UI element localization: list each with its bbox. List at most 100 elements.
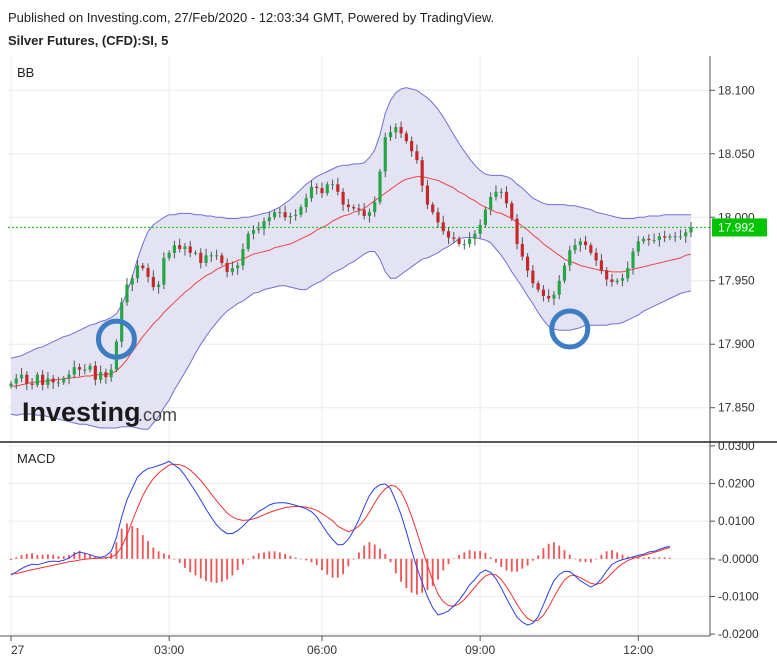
- time-tick-label: 27: [11, 643, 25, 657]
- macd-histogram-bar: [579, 558, 582, 562]
- candle-body: [125, 284, 129, 303]
- macd-histogram-bar: [653, 557, 656, 559]
- candle-body: [367, 212, 372, 216]
- candle-body: [436, 212, 440, 223]
- candle-body: [41, 374, 45, 385]
- candle-body: [562, 265, 567, 281]
- candle-body: [378, 171, 382, 203]
- bollinger-upper-line: [10, 87, 691, 359]
- macd-histogram-bar: [126, 523, 128, 559]
- candle-body: [541, 289, 545, 296]
- macd-histogram-bar: [505, 558, 508, 571]
- candle-body: [473, 233, 477, 239]
- candle-body: [410, 141, 414, 152]
- candle-body: [83, 369, 87, 371]
- macd-histogram-bar: [278, 552, 281, 559]
- candle-body: [209, 255, 213, 257]
- macd-histogram-bar: [215, 558, 218, 583]
- macd-histogram-bar: [363, 545, 366, 559]
- candle-body: [352, 207, 356, 209]
- candle-body: [135, 265, 140, 279]
- macd-histogram-bar: [110, 553, 113, 559]
- macd-histogram-bar: [94, 556, 97, 559]
- macd-histogram-bar: [115, 542, 118, 559]
- macd-line: [10, 460, 671, 626]
- macd-histogram-bar: [83, 552, 86, 559]
- candle-body: [262, 221, 266, 229]
- candle-body: [109, 369, 113, 378]
- candle-body: [568, 250, 572, 266]
- time-tick-label: 06:00: [307, 643, 337, 657]
- candle-body: [478, 224, 482, 234]
- candle-body: [294, 214, 298, 216]
- candle-body: [615, 280, 619, 283]
- macd-histogram-bar: [294, 557, 297, 559]
- macd-histogram-bar: [542, 548, 545, 559]
- macd-histogram-bar: [526, 558, 529, 566]
- candle-body: [526, 256, 530, 271]
- last-price-badge: [712, 218, 767, 237]
- candle-body: [557, 280, 561, 295]
- macd-histogram-bar: [62, 556, 65, 559]
- macd-histogram-bar: [489, 557, 492, 559]
- macd-histogram-bar: [611, 550, 613, 559]
- macd-histogram-bar: [437, 558, 439, 580]
- macd-histogram-bar: [257, 553, 260, 559]
- candle-body: [631, 251, 635, 269]
- candle-body: [257, 228, 261, 230]
- candle-body: [425, 185, 430, 205]
- bollinger-basis-line: [11, 176, 692, 387]
- candle-body: [599, 260, 603, 271]
- macd-histogram-bar: [484, 552, 487, 559]
- macd-histogram-bar: [516, 558, 518, 572]
- macd-histogram-bar: [321, 558, 323, 571]
- macd-histogram-bar: [152, 547, 155, 559]
- price-pane: [8, 87, 710, 430]
- macd-histogram-bar: [15, 557, 18, 559]
- macd-histogram-bar: [268, 551, 271, 559]
- macd-histogram-bar: [336, 558, 339, 578]
- candle-body: [346, 204, 350, 208]
- candle-body: [657, 236, 661, 241]
- macd-histogram-bar: [25, 553, 28, 559]
- candle-body: [673, 236, 677, 238]
- highlight-circle: [549, 308, 591, 350]
- candle-body: [362, 209, 366, 216]
- candle-body: [188, 246, 192, 253]
- candle-body: [520, 243, 524, 257]
- macd-histogram-bar: [405, 558, 408, 589]
- candle-body: [172, 245, 176, 253]
- macd-histogram-bar: [273, 551, 276, 559]
- candle-body: [420, 160, 424, 186]
- macd-histogram-bar: [136, 527, 139, 559]
- macd-histogram-bar: [36, 555, 39, 559]
- macd-histogram-bar: [389, 558, 392, 563]
- macd-histogram-bar: [368, 542, 371, 559]
- candle-body: [251, 229, 256, 234]
- candle-body: [536, 283, 540, 290]
- candle-body: [531, 270, 535, 284]
- macd-histogram-bar: [73, 552, 76, 559]
- macd-histogram-bar: [78, 550, 81, 559]
- macd-histogram-bar: [452, 558, 455, 559]
- macd-histogram-bar: [199, 558, 202, 579]
- candle-body: [594, 252, 598, 261]
- macd-histogram-bar: [394, 558, 397, 574]
- macd-histogram-bar: [574, 558, 576, 560]
- candle-body: [72, 367, 76, 375]
- macd-histogram-bar: [131, 526, 134, 559]
- candle-body: [272, 212, 277, 218]
- candle-body: [663, 236, 667, 238]
- macd-histogram-bar: [605, 551, 608, 559]
- candle-body: [388, 132, 393, 138]
- macd-histogram-bar: [563, 550, 566, 559]
- price-tick-label: 17.950: [718, 274, 755, 288]
- candle-body: [578, 241, 582, 246]
- macd-histogram-bar: [331, 558, 334, 578]
- highlight-circle: [95, 318, 137, 360]
- macd-pane: [10, 460, 671, 626]
- macd-histogram-bar: [141, 535, 144, 559]
- macd-histogram-bar: [621, 554, 624, 559]
- macd-histogram-bar: [647, 556, 650, 559]
- candle-body: [35, 374, 39, 385]
